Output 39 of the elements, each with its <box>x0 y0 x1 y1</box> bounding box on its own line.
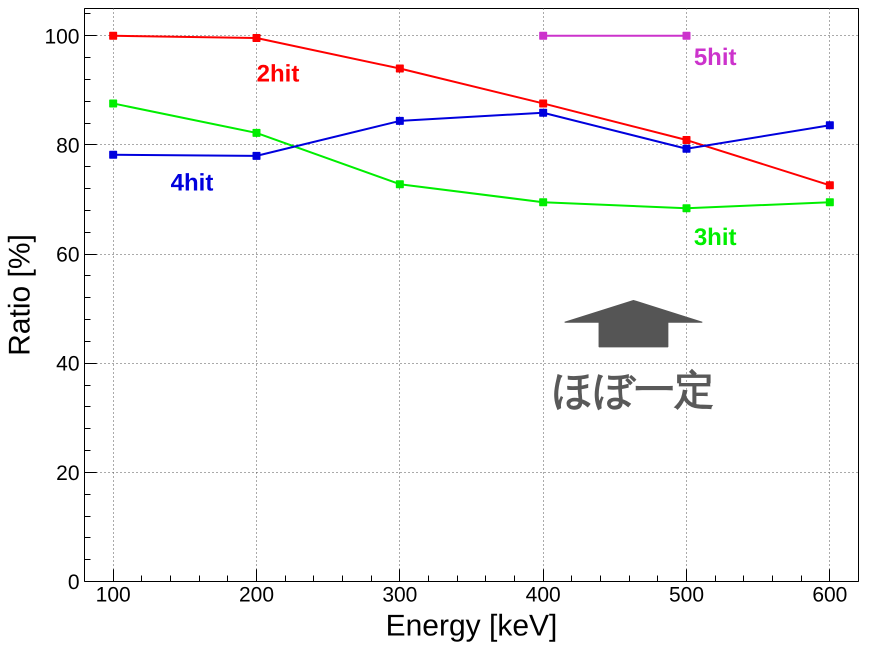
point <box>396 180 404 188</box>
y-tick-label: 40 <box>56 352 80 376</box>
point <box>539 32 548 40</box>
point <box>539 99 548 108</box>
point <box>109 99 118 108</box>
x-tick-label: 500 <box>668 584 704 606</box>
x-tick-label: 100 <box>96 584 131 606</box>
point <box>682 204 690 212</box>
series-label: 2hit <box>256 60 300 88</box>
x-axis-title: Energy [keV] <box>386 610 558 642</box>
point <box>682 144 690 153</box>
point <box>252 34 260 42</box>
y-tick-label: 100 <box>44 25 80 48</box>
point <box>682 136 690 144</box>
series-label: 5hit <box>694 44 737 72</box>
point <box>826 198 834 206</box>
series-label: 3hit <box>694 224 737 252</box>
point <box>109 150 118 159</box>
series-label: 4hit <box>170 170 214 197</box>
point <box>396 64 404 73</box>
point <box>396 116 404 125</box>
x-tick-label: 300 <box>382 584 418 606</box>
point <box>539 108 548 117</box>
y-axis-title: Ratio [%] <box>3 234 36 356</box>
x-tick-label: 400 <box>526 584 561 606</box>
y-tick-label: 0 <box>68 571 80 594</box>
x-tick-label: 600 <box>812 584 848 606</box>
point <box>539 198 548 206</box>
point <box>826 181 834 190</box>
x-tick-label: 200 <box>238 584 274 606</box>
point <box>252 128 260 137</box>
point <box>826 121 834 130</box>
y-tick-label: 80 <box>56 134 80 158</box>
y-tick-label: 60 <box>56 244 80 267</box>
annotation: ほぼ一定 <box>552 368 714 414</box>
point <box>252 152 260 160</box>
point <box>682 32 690 40</box>
point <box>109 32 118 40</box>
y-tick-label: 20 <box>56 462 80 485</box>
